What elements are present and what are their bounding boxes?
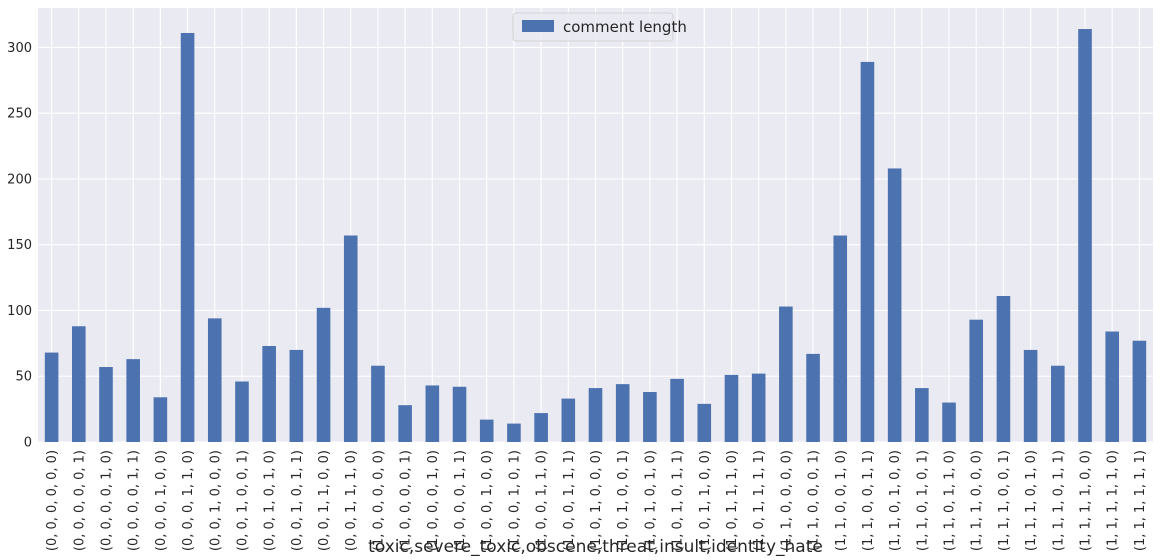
x-tick-label: (1, 0, 1, 1, 0, 0) (698, 450, 713, 551)
bar (969, 319, 984, 442)
x-tick-label: (1, 1, 1, 1, 1, 0) (1106, 450, 1121, 551)
bar (1023, 349, 1038, 442)
bar (180, 32, 195, 442)
y-tick-label: 150 (7, 238, 32, 253)
y-tick-label: 200 (7, 172, 32, 187)
x-tick-label: (1, 1, 0, 0, 1, 0) (834, 450, 849, 551)
bar (262, 345, 276, 442)
x-tick-label: (1, 1, 0, 1, 0, 1) (915, 450, 930, 551)
bar (1051, 365, 1065, 442)
bar (806, 353, 820, 442)
x-tick-label: (0, 0, 0, 1, 1, 0) (181, 450, 196, 551)
bar (452, 386, 467, 442)
x-tick-label: (0, 0, 1, 1, 0, 0) (317, 450, 332, 551)
x-tick-label: (0, 0, 1, 0, 1, 0) (263, 450, 278, 551)
bar (1078, 29, 1092, 443)
bar (1105, 331, 1120, 442)
bar (479, 419, 494, 442)
x-tick-label: (1, 1, 1, 1, 0, 0) (1079, 450, 1094, 551)
x-tick-label: (0, 0, 0, 0, 1, 1) (127, 450, 142, 551)
x-tick-label: (1, 0, 0, 0, 0, 1) (399, 450, 414, 551)
bar (44, 352, 59, 442)
x-tick-label: (0, 0, 1, 0, 0, 0) (208, 450, 223, 551)
bar (860, 61, 875, 443)
x-tick-label: (1, 0, 0, 1, 1, 0) (535, 450, 550, 551)
y-tick-label: 50 (15, 370, 32, 385)
x-tick-label: (1, 1, 0, 1, 1, 0) (943, 450, 958, 551)
x-tick-label: (0, 0, 1, 1, 1, 0) (344, 450, 359, 551)
x-tick-label: (1, 0, 1, 0, 0, 1) (616, 450, 631, 551)
bar (751, 373, 766, 442)
legend-swatch (522, 20, 554, 32)
x-tick-label: (0, 0, 1, 0, 0, 1) (235, 450, 250, 551)
bar (887, 168, 902, 442)
x-tick-label: (1, 0, 0, 0, 1, 1) (453, 450, 468, 551)
x-tick-label: (0, 0, 0, 1, 0, 0) (154, 450, 169, 551)
x-tick-label: (1, 1, 1, 1, 1, 1) (1133, 450, 1148, 551)
bar (126, 359, 140, 442)
bar (915, 388, 929, 442)
bar (942, 402, 956, 442)
bar (507, 423, 521, 442)
bar (71, 326, 86, 442)
x-tick-label: (1, 1, 0, 1, 0, 0) (888, 450, 903, 551)
y-tick-label: 100 (7, 304, 32, 319)
x-tick-label: (1, 0, 0, 1, 0, 1) (507, 450, 522, 551)
legend: comment length (512, 12, 687, 42)
x-tick-label: (0, 0, 1, 0, 1, 1) (290, 450, 305, 551)
x-axis-ticks: (0, 0, 0, 0, 0, 0) (0, 0, 0, 0, 0, 1) (0, … (45, 450, 1148, 551)
x-tick-label: (0, 0, 0, 0, 0, 0) (45, 450, 60, 551)
bar (343, 235, 358, 442)
bar (615, 384, 630, 442)
x-tick-label: (1, 1, 0, 0, 0, 1) (807, 450, 822, 551)
bars (44, 29, 1147, 443)
x-tick-label: (1, 1, 0, 0, 1, 1) (861, 450, 876, 551)
bar (643, 392, 657, 442)
x-tick-label: (1, 0, 1, 1, 1, 1) (752, 450, 767, 551)
x-tick-label: (1, 0, 1, 0, 1, 0) (643, 450, 658, 551)
x-tick-label: (1, 0, 1, 0, 1, 1) (671, 450, 686, 551)
bar (153, 397, 168, 442)
x-tick-label: (1, 1, 1, 0, 1, 0) (1024, 450, 1039, 551)
y-tick-label: 0 (24, 436, 32, 451)
x-tick-label: (1, 0, 1, 0, 0, 0) (589, 450, 604, 551)
bar (588, 388, 603, 442)
bar (697, 403, 712, 442)
bar (534, 413, 548, 442)
y-tick-label: 250 (7, 107, 32, 122)
bar (670, 378, 684, 442)
bar (99, 367, 113, 442)
x-tick-label: (1, 0, 0, 0, 0, 0) (371, 450, 386, 551)
bar (561, 398, 576, 442)
x-tick-label: (1, 0, 0, 0, 1, 0) (426, 450, 441, 551)
bar (235, 381, 249, 442)
bar (425, 385, 440, 442)
x-tick-label: (0, 0, 0, 0, 1, 0) (99, 450, 114, 551)
x-tick-label: (1, 1, 0, 0, 0, 0) (779, 450, 794, 551)
x-axis-title: toxic,severe_toxic,obscene,threat,insult… (368, 537, 823, 557)
bar (207, 318, 222, 442)
x-tick-label: (1, 1, 1, 0, 0, 1) (997, 450, 1012, 551)
bar (289, 349, 304, 442)
x-tick-label: (0, 0, 0, 0, 0, 1) (72, 450, 87, 551)
bar (996, 296, 1011, 442)
bar (833, 235, 848, 442)
x-tick-label: (1, 0, 0, 1, 1, 1) (562, 450, 577, 551)
bar (1132, 340, 1147, 442)
x-tick-label: (1, 1, 1, 0, 0, 0) (970, 450, 985, 551)
x-tick-label: (1, 0, 1, 1, 1, 0) (725, 450, 740, 551)
bar (779, 306, 793, 442)
legend-label: comment length (563, 18, 687, 36)
x-tick-label: (1, 0, 0, 1, 0, 0) (480, 450, 495, 551)
bar (724, 374, 739, 442)
bar (316, 307, 331, 442)
bar (371, 365, 385, 442)
x-tick-label: (1, 1, 1, 0, 1, 1) (1051, 450, 1066, 551)
y-axis-ticks: 0 50 100 150 200 250 300 (7, 41, 32, 451)
bar (398, 405, 412, 442)
y-tick-label: 300 (7, 41, 32, 56)
